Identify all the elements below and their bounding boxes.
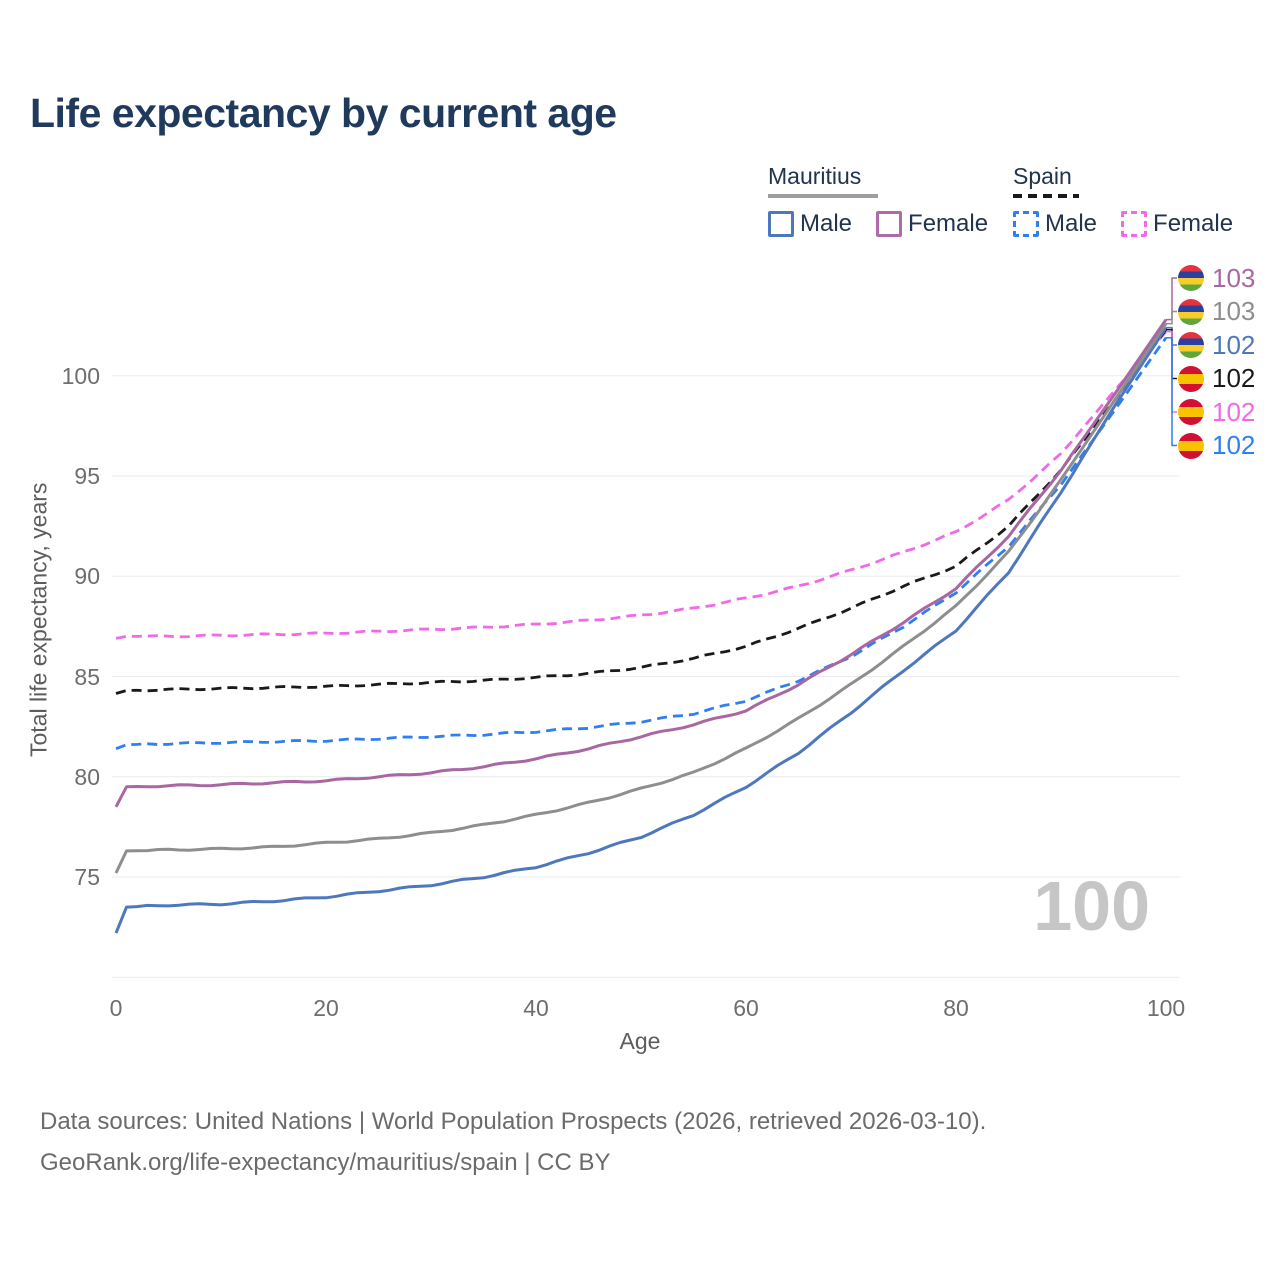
end-label-spain-total: 102 — [1178, 363, 1256, 393]
spain-flag-icon — [1178, 432, 1204, 459]
hovered-age-watermark: 100 — [1033, 867, 1150, 945]
line-mauritius-total[interactable] — [114, 322, 1168, 874]
mauritius-flag-icon — [1178, 265, 1204, 291]
solid-line-style-underline — [768, 194, 878, 198]
y-tick-label: 75 — [74, 864, 100, 890]
legend-group-mauritius: Mauritius Male Female — [768, 163, 988, 238]
legend-heading-label: Spain — [1013, 163, 1072, 189]
end-label-connector — [1166, 310, 1177, 325]
x-tick-label: 0 — [109, 995, 123, 1021]
y-tick-label: 85 — [74, 663, 100, 690]
chart-title: Life expectancy by current age — [30, 90, 617, 136]
y-tick-label: 95 — [74, 463, 100, 489]
spain-flag-icon — [1178, 399, 1204, 425]
legend-group-spain: Spain Male Female — [1013, 163, 1233, 238]
legend-item-label: Female — [908, 210, 989, 237]
x-tick-label: 20 — [313, 995, 339, 1021]
y-tick-label: 90 — [74, 563, 100, 590]
x-tick-label: 80 — [943, 995, 969, 1021]
y-axis-title: Total life expectancy, years — [25, 482, 52, 758]
spain-male-swatch-icon — [1013, 211, 1039, 237]
x-tick-label: 40 — [523, 995, 549, 1021]
y-tick-label: 100 — [61, 362, 100, 389]
legend-item-label: Male — [1045, 210, 1098, 237]
mauritius-female-swatch-icon — [876, 211, 903, 237]
legend-item-spain-male[interactable]: Male — [1013, 210, 1097, 238]
end-label-spain-male: 102 — [1178, 430, 1256, 460]
end-label-value: 102 — [1212, 430, 1256, 460]
legend-heading-mauritius[interactable]: Mauritius — [768, 163, 988, 198]
line-mauritius-female[interactable] — [114, 318, 1168, 808]
end-label-value: 103 — [1212, 296, 1256, 326]
end-label-value: 103 — [1212, 262, 1256, 293]
legend-item-label: Female — [1153, 210, 1234, 237]
mauritius-flag-icon — [1178, 298, 1204, 325]
line-spain-male[interactable] — [115, 336, 1168, 751]
end-label-value: 102 — [1212, 396, 1256, 427]
dashed-line-style-underline — [1013, 194, 1079, 198]
legend-item-mauritius-male[interactable]: Male — [768, 210, 852, 238]
x-axis-title: Age — [619, 1028, 661, 1054]
legend-item-label: Male — [800, 210, 853, 237]
end-label-value: 102 — [1212, 329, 1256, 360]
y-tick-label: 80 — [74, 763, 100, 790]
end-label-mauritius-male: 102 — [1178, 329, 1256, 360]
data-sources-line: Data sources: United Nations | World Pop… — [40, 1108, 987, 1135]
spain-female-swatch-icon — [1121, 211, 1148, 237]
legend-heading-label: Mauritius — [768, 163, 862, 189]
x-tick-label: 60 — [733, 995, 759, 1021]
end-label-connector — [1166, 277, 1177, 321]
mauritius-male-swatch-icon — [768, 211, 794, 237]
mauritius-flag-icon — [1178, 332, 1204, 358]
end-label-connector — [1166, 336, 1177, 447]
legend-heading-spain[interactable]: Spain — [1013, 163, 1233, 198]
legend-item-mauritius-female[interactable]: Female — [876, 210, 988, 238]
footer: Data sources: United Nations | World Pop… — [40, 1101, 986, 1183]
line-spain-total[interactable] — [115, 328, 1168, 695]
line-mauritius-male[interactable] — [114, 326, 1168, 934]
end-label-mauritius-female: 103 — [1178, 262, 1256, 293]
line-spain-female[interactable] — [115, 330, 1168, 640]
end-label-spain-female: 102 — [1178, 396, 1256, 427]
end-label-value: 102 — [1212, 363, 1256, 393]
legend-item-spain-female[interactable]: Female — [1121, 210, 1233, 238]
x-tick-label: 100 — [1146, 995, 1186, 1021]
end-label-mauritius-total: 103 — [1178, 296, 1256, 326]
attribution-line: GeoRank.org/life-expectancy/mauritius/sp… — [40, 1149, 611, 1176]
spain-flag-icon — [1178, 365, 1204, 392]
